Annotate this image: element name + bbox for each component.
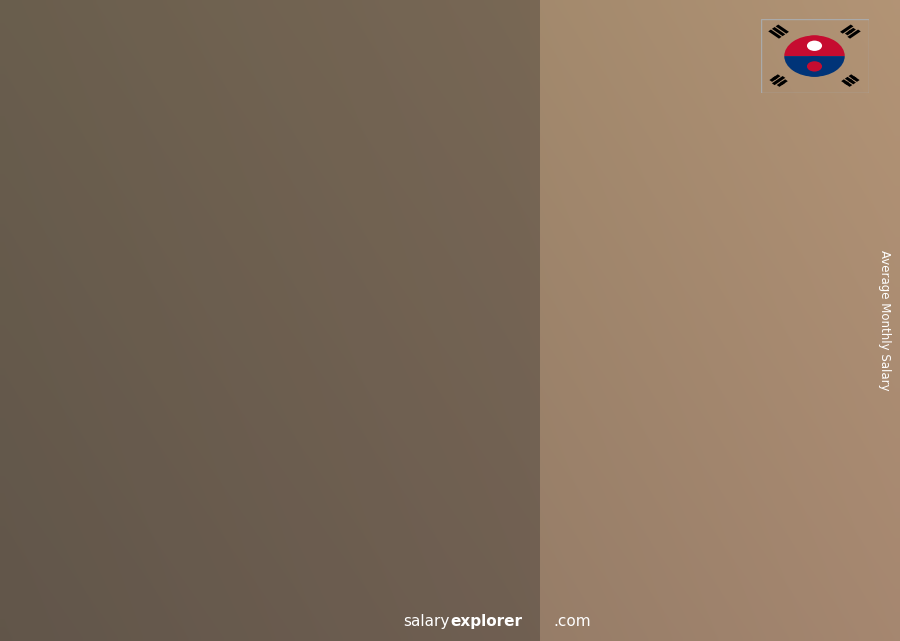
Text: 1,840,000 KRW: 1,840,000 KRW xyxy=(577,227,673,240)
Text: .com: .com xyxy=(554,615,591,629)
Polygon shape xyxy=(840,24,853,33)
Text: File Clerk: File Clerk xyxy=(123,119,209,138)
Polygon shape xyxy=(688,125,762,144)
Polygon shape xyxy=(770,76,778,82)
Polygon shape xyxy=(253,316,327,335)
Polygon shape xyxy=(144,379,201,534)
Polygon shape xyxy=(772,74,780,79)
Polygon shape xyxy=(201,360,218,534)
Circle shape xyxy=(799,56,830,77)
Polygon shape xyxy=(527,173,544,534)
Polygon shape xyxy=(580,169,636,534)
Polygon shape xyxy=(777,81,785,87)
Polygon shape xyxy=(253,335,310,534)
Polygon shape xyxy=(636,149,653,534)
Polygon shape xyxy=(418,240,436,534)
Text: salary: salary xyxy=(403,615,450,629)
Polygon shape xyxy=(851,76,860,82)
Polygon shape xyxy=(776,24,789,33)
Polygon shape xyxy=(849,74,857,79)
Polygon shape xyxy=(848,79,856,85)
Text: 1,960,000 KRW: 1,960,000 KRW xyxy=(730,207,826,220)
Text: 10 to 15: 10 to 15 xyxy=(476,559,539,574)
Text: 1,000,000 KRW: 1,000,000 KRW xyxy=(251,383,347,396)
Text: Average Monthly Salary: Average Monthly Salary xyxy=(878,250,890,391)
Polygon shape xyxy=(772,76,786,85)
Polygon shape xyxy=(769,29,781,38)
Polygon shape xyxy=(362,260,418,534)
Polygon shape xyxy=(688,144,744,534)
Text: +24%: +24% xyxy=(410,103,473,121)
Polygon shape xyxy=(845,30,853,35)
Polygon shape xyxy=(842,79,850,85)
Wedge shape xyxy=(784,56,845,77)
Text: 20+ Years: 20+ Years xyxy=(687,559,764,574)
Circle shape xyxy=(807,62,822,72)
Circle shape xyxy=(799,35,830,56)
Polygon shape xyxy=(362,240,436,260)
Polygon shape xyxy=(772,27,786,36)
Polygon shape xyxy=(848,29,860,38)
Wedge shape xyxy=(784,35,845,56)
Polygon shape xyxy=(744,125,762,534)
Text: +7%: +7% xyxy=(526,71,575,89)
Polygon shape xyxy=(471,192,527,534)
Polygon shape xyxy=(845,77,853,82)
Text: 1,720,000 KRW: 1,720,000 KRW xyxy=(468,250,565,263)
Polygon shape xyxy=(144,360,218,379)
Text: 2 to 5: 2 to 5 xyxy=(267,559,312,574)
Text: 781,000 KRW: 781,000 KRW xyxy=(140,438,224,451)
Polygon shape xyxy=(580,149,653,169)
Text: explorer: explorer xyxy=(450,615,522,629)
Text: +29%: +29% xyxy=(193,262,256,281)
Text: 5 to 10: 5 to 10 xyxy=(372,559,426,574)
Polygon shape xyxy=(471,173,544,192)
Text: 15 to 20: 15 to 20 xyxy=(584,559,648,574)
Text: < 2 Years: < 2 Years xyxy=(145,559,218,574)
Polygon shape xyxy=(779,79,788,85)
Polygon shape xyxy=(310,316,327,534)
Text: Salary Comparison By Experience: Salary Comparison By Experience xyxy=(123,79,674,108)
Text: +7%: +7% xyxy=(634,38,684,57)
Text: +38%: +38% xyxy=(302,178,364,197)
Text: 1,380,000 KRW: 1,380,000 KRW xyxy=(359,312,456,325)
Polygon shape xyxy=(848,28,856,33)
Circle shape xyxy=(807,40,822,51)
Polygon shape xyxy=(844,81,852,87)
